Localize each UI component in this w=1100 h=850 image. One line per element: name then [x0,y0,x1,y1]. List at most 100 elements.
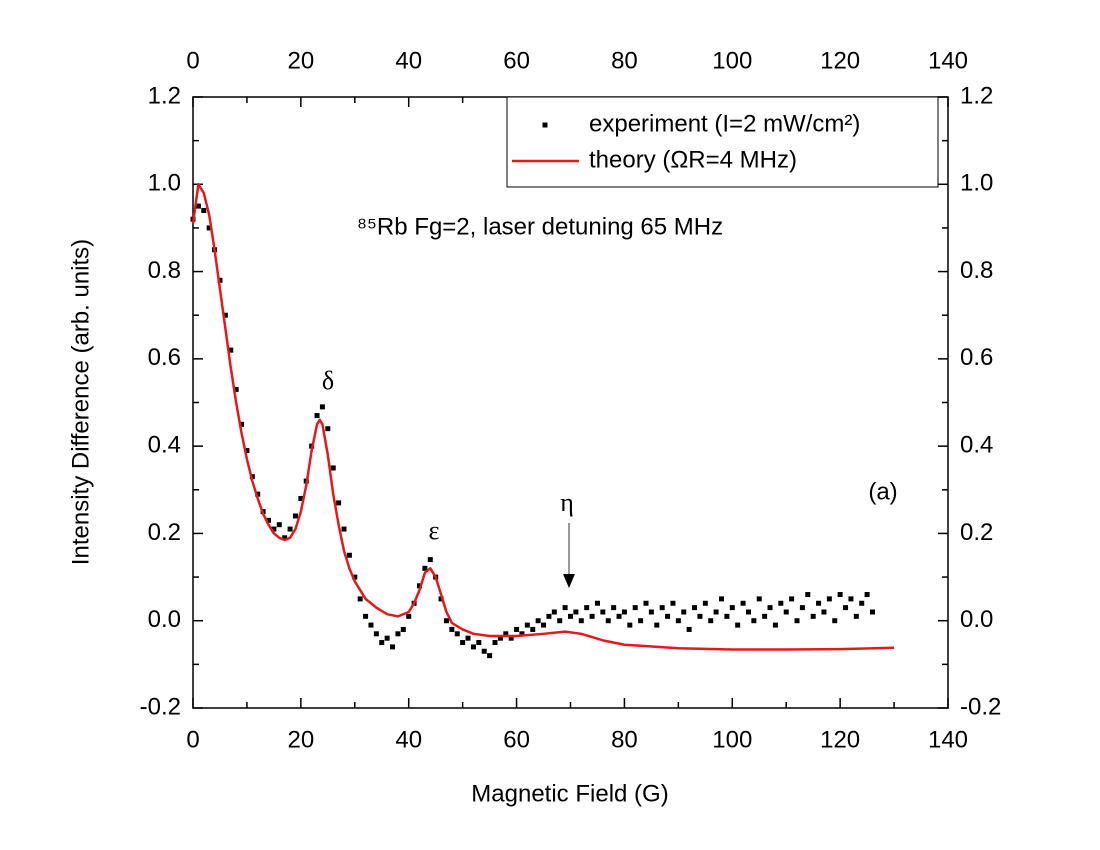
x-tick-label: 140 [928,726,968,753]
data-point [530,626,536,632]
x-tick-label-top: 40 [395,47,422,74]
legend-label: theory (ΩR=4 MHz) [589,146,797,173]
x-tick-label-top: 60 [503,47,530,74]
data-point [314,413,320,419]
x-tick-label: 20 [288,726,315,753]
data-point [233,386,239,392]
data-point [276,522,282,528]
data-point [816,600,822,606]
data-point [255,491,261,497]
x-tick-label-top: 140 [928,47,968,74]
data-point [735,622,741,628]
data-point [589,613,595,619]
data-point [627,622,633,628]
data-point [826,596,832,602]
data-point [400,626,406,632]
data-point [810,613,816,619]
x-tick-label-top: 0 [186,47,199,74]
legend-box [506,96,939,188]
data-point [481,648,487,654]
data-point [239,421,245,427]
y-tick-label-right: 0.4 [960,431,993,458]
y-tick-label-right: 1.0 [960,170,993,197]
data-point [799,605,805,611]
data-point [282,535,288,541]
x-axis-label: Magnetic Field (G) [471,780,668,807]
data-point [379,640,385,646]
data-point [843,605,849,611]
data-point [524,622,530,628]
y-tick-label-right: 0.2 [960,519,993,546]
data-point [476,640,482,646]
data-point [271,526,277,532]
data-point [222,312,228,318]
data-point [616,613,622,619]
data-point [789,596,795,602]
data-point [584,605,590,611]
data-point [751,618,757,624]
data-point [702,600,708,606]
data-point [546,613,552,619]
data-point [206,225,212,231]
data-point [497,635,503,641]
data-point [772,622,778,628]
data-point [713,609,719,615]
data-point [767,605,773,611]
y-tick-label: 1.2 [148,82,181,109]
data-point [363,613,369,619]
x-tick-label: 80 [611,726,638,753]
theory-line [191,183,895,651]
data-point [692,605,698,611]
data-point [454,631,460,637]
x-tick-label-top: 20 [288,47,315,74]
data-point [740,600,746,606]
data-point [287,526,293,532]
data-point [859,600,865,606]
data-point [594,600,600,606]
y-tick-label-right: 0.0 [960,606,993,633]
data-point [341,526,347,532]
data-point [756,596,762,602]
arrow-head [563,574,575,588]
data-point [573,609,579,615]
x-tick-label: 120 [820,726,860,753]
data-point [654,622,660,628]
data-point [195,203,201,209]
legend-marker [542,122,548,128]
data-point [853,613,859,619]
data-point [422,565,428,571]
y-tick-label: 0.6 [148,344,181,371]
y-tick-label: 0.8 [148,257,181,284]
y-tick-label: 1.0 [148,170,181,197]
data-point [319,404,325,410]
x-tick-label: 0 [186,726,199,753]
data-point [648,609,654,615]
data-point [325,426,331,432]
data-point [438,596,444,602]
data-point [541,622,547,628]
data-point [794,618,800,624]
data-point [745,609,751,615]
data-point [832,618,838,624]
x-tick-label-top: 100 [712,47,752,74]
data-point [568,613,573,619]
data-point [357,596,363,602]
data-point [551,609,557,615]
data-point [427,557,433,563]
data-point [724,613,730,619]
data-point [487,653,493,659]
data-point [686,626,692,632]
data-point [729,605,735,611]
data-point [390,644,396,650]
data-point [600,609,606,615]
annotation: η [560,488,574,517]
data-point [837,592,843,598]
data-point [870,609,875,615]
data-point [266,517,271,523]
annotation: ε [429,516,440,545]
data-point [535,618,541,624]
data-point [443,618,449,624]
data-point [519,631,525,637]
